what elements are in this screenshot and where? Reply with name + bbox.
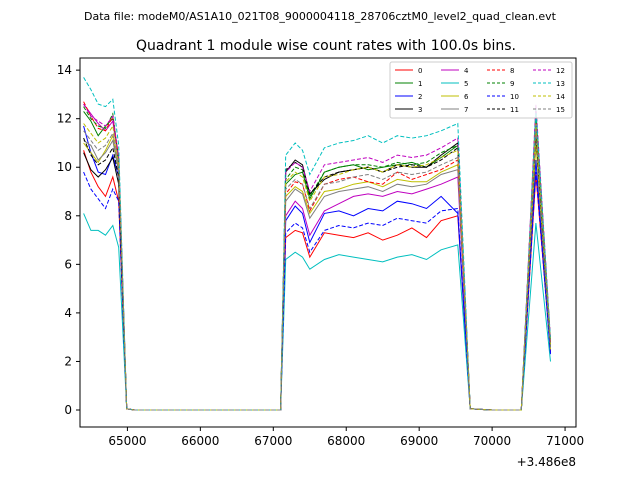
y-tick-label: 14 [57, 63, 72, 77]
legend-label-11: 11 [510, 106, 519, 114]
series-line-5 [83, 213, 551, 411]
chart-title: Quadrant 1 module wise count rates with … [136, 38, 516, 54]
legend-label-0: 0 [418, 67, 422, 75]
y-axis-ticks: 0 2 4 6 8 10 12 14 [57, 63, 80, 417]
legend-box [389, 61, 573, 119]
y-tick-label: 10 [57, 160, 72, 174]
series-line-10 [83, 171, 551, 411]
legend-label-2: 2 [418, 93, 422, 101]
series-line-13 [83, 77, 551, 411]
x-axis-ticks: 65000 66000 67000 68000 69000 70000 71000 [108, 427, 584, 448]
legend-label-13: 13 [556, 80, 565, 88]
y-tick-label: 8 [64, 209, 72, 223]
legend-label-9: 9 [510, 80, 514, 88]
legend-label-14: 14 [556, 93, 565, 101]
chart-suptitle: Data file: modeM0/AS1A10_021T08_90000041… [84, 10, 557, 23]
x-tick-label: 65000 [108, 434, 146, 448]
y-tick-label: 0 [64, 403, 72, 417]
x-tick-label: 66000 [181, 434, 219, 448]
x-tick-label: 70000 [473, 434, 511, 448]
series-line-11 [83, 133, 551, 411]
legend-label-10: 10 [510, 93, 519, 101]
plot-lines [83, 77, 551, 411]
legend-label-12: 12 [556, 67, 565, 75]
x-tick-label: 71000 [546, 434, 584, 448]
series-line-9 [83, 106, 551, 411]
legend-label-8: 8 [510, 67, 514, 75]
series-line-12 [83, 103, 551, 411]
x-tick-label: 67000 [254, 434, 292, 448]
legend-label-3: 3 [418, 106, 422, 114]
legend-label-6: 6 [464, 93, 469, 101]
x-tick-label: 68000 [327, 434, 365, 448]
legend-label-4: 4 [464, 67, 469, 75]
series-line-3 [83, 135, 551, 411]
series-line-14 [83, 123, 551, 411]
series-line-8 [83, 101, 551, 411]
series-line-6 [83, 134, 551, 411]
legend-label-15: 15 [556, 106, 565, 114]
plot-frame [79, 57, 577, 428]
y-tick-label: 6 [64, 257, 72, 271]
x-offset-label: +3.486e8 [517, 455, 576, 469]
legend-label-1: 1 [418, 80, 422, 88]
series-line-2 [83, 125, 551, 411]
legend-label-5: 5 [464, 80, 468, 88]
series-line-15 [83, 128, 551, 411]
legend-label-7: 7 [464, 106, 468, 114]
y-tick-label: 2 [64, 354, 72, 368]
series-line-7 [83, 128, 551, 411]
y-tick-label: 12 [57, 112, 72, 126]
series-line-1 [83, 111, 551, 411]
series-line-4 [83, 103, 551, 411]
y-tick-label: 4 [64, 306, 72, 320]
x-tick-label: 69000 [400, 434, 438, 448]
